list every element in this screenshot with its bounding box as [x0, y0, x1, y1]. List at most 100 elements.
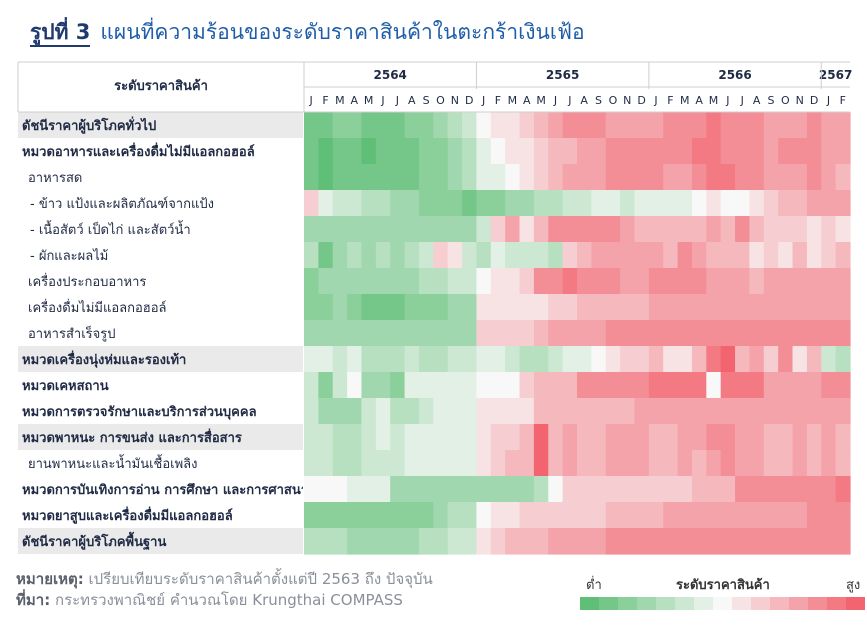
- heatmap-cell: [749, 294, 765, 321]
- heatmap-cell: [332, 242, 348, 269]
- month-label: J: [481, 94, 485, 107]
- legend-swatch: [694, 597, 714, 610]
- heatmap-cell: [548, 242, 564, 269]
- row-label: หมวดการตรวจรักษาและบริการส่วนบุคคล: [22, 405, 257, 420]
- heatmap-cell: [706, 112, 722, 139]
- heatmap-cell: [332, 294, 348, 321]
- heatmap-cell: [735, 528, 751, 555]
- month-label: A: [580, 94, 588, 107]
- heatmap-cell: [418, 528, 434, 555]
- heatmap-cell: [476, 372, 492, 399]
- heatmap-cell: [447, 294, 463, 321]
- heatmap-cell: [490, 138, 506, 165]
- heatmap-cell: [476, 450, 492, 477]
- month-label: A: [523, 94, 531, 107]
- heatmap-cell: [476, 112, 492, 139]
- legend-swatch: [789, 597, 809, 610]
- heatmap-cell: [634, 164, 650, 191]
- heatmap-cell: [648, 190, 664, 217]
- heatmap-cell: [562, 190, 578, 217]
- row-label-background: [18, 346, 304, 372]
- heatmap-cell: [462, 476, 478, 503]
- heatmap-cell: [447, 398, 463, 425]
- heatmap-cell: [806, 528, 822, 555]
- heatmap-cell: [347, 138, 363, 165]
- heatmap-cell: [806, 450, 822, 477]
- heatmap-cell: [519, 112, 535, 139]
- heatmap-cell: [390, 242, 406, 269]
- month-label: S: [595, 94, 602, 107]
- legend-swatch: [770, 597, 790, 610]
- heatmap-cell: [347, 294, 363, 321]
- heatmap-cell: [404, 372, 420, 399]
- heatmap-cell: [332, 450, 348, 477]
- heatmap-cell: [533, 164, 549, 191]
- heatmap-cell: [404, 190, 420, 217]
- heatmap-cell: [663, 450, 679, 477]
- heatmap-cell: [706, 294, 722, 321]
- heatmap-cell: [677, 476, 693, 503]
- heatmap-cell: [361, 502, 377, 529]
- heatmap-cell: [663, 320, 679, 347]
- heatmap-cell: [778, 112, 794, 139]
- heatmap-cell: [375, 268, 391, 295]
- heatmap-cell: [749, 164, 765, 191]
- heatmap-cell: [821, 528, 837, 555]
- heatmap-cell: [835, 528, 851, 555]
- heatmap-cell: [562, 268, 578, 295]
- heatmap-cell: [304, 398, 319, 425]
- heatmap-cell: [519, 164, 535, 191]
- heatmap-cell: [677, 164, 693, 191]
- heatmap-cell: [519, 320, 535, 347]
- heatmap-cell: [347, 242, 363, 269]
- heatmap-cell: [605, 164, 621, 191]
- heatmap-cell: [404, 138, 420, 165]
- heatmap-cell: [720, 372, 736, 399]
- heatmap-cell: [749, 112, 765, 139]
- heatmap-cell: [735, 294, 751, 321]
- heatmap-cell: [548, 424, 564, 451]
- heatmap-cell: [691, 138, 707, 165]
- heatmap-cell: [562, 398, 578, 425]
- heatmap-cell: [620, 138, 636, 165]
- heatmap-cell: [663, 164, 679, 191]
- heatmap-cell: [591, 216, 607, 243]
- heatmap-cell: [418, 216, 434, 243]
- heatmap-cell: [778, 164, 794, 191]
- heatmap-cell: [304, 112, 319, 139]
- heatmap-cell: [390, 398, 406, 425]
- heatmap-cell: [835, 372, 851, 399]
- month-label: A: [753, 94, 761, 107]
- heatmap-cell: [792, 190, 808, 217]
- heatmap-cell: [720, 450, 736, 477]
- heatmap-cell: [361, 190, 377, 217]
- heatmap-cell: [304, 268, 319, 295]
- heatmap-cell: [806, 398, 822, 425]
- heatmap-cell: [778, 502, 794, 529]
- heatmap-cell: [476, 242, 492, 269]
- heatmap-cell: [375, 294, 391, 321]
- heatmap-cell: [304, 216, 319, 243]
- heatmap-cell: [749, 502, 765, 529]
- heatmap-cell: [304, 138, 319, 165]
- row-header-label: ระดับราคาสินค้า: [114, 78, 208, 94]
- heatmap-cell: [361, 528, 377, 555]
- heatmap-cell: [792, 242, 808, 269]
- heatmap-cell: [735, 398, 751, 425]
- heatmap-cell: [763, 242, 779, 269]
- heatmap-cell: [361, 372, 377, 399]
- heatmap-cell: [691, 476, 707, 503]
- heatmap-cell: [634, 528, 650, 555]
- row-label: ดัชนีราคาผู้บริโภคทั่วไป: [22, 116, 156, 134]
- heatmap-cell: [677, 346, 693, 373]
- heatmap-cell: [605, 502, 621, 529]
- heatmap-cell: [648, 164, 664, 191]
- legend-swatch: [599, 597, 619, 610]
- heatmap-cell: [505, 268, 521, 295]
- heatmap-cell: [462, 502, 478, 529]
- heatmap-cell: [663, 294, 679, 321]
- heatmap-cell: [577, 450, 592, 477]
- heatmap-cell: [577, 112, 592, 139]
- heatmap-cell: [677, 242, 693, 269]
- heatmap-cell: [375, 216, 391, 243]
